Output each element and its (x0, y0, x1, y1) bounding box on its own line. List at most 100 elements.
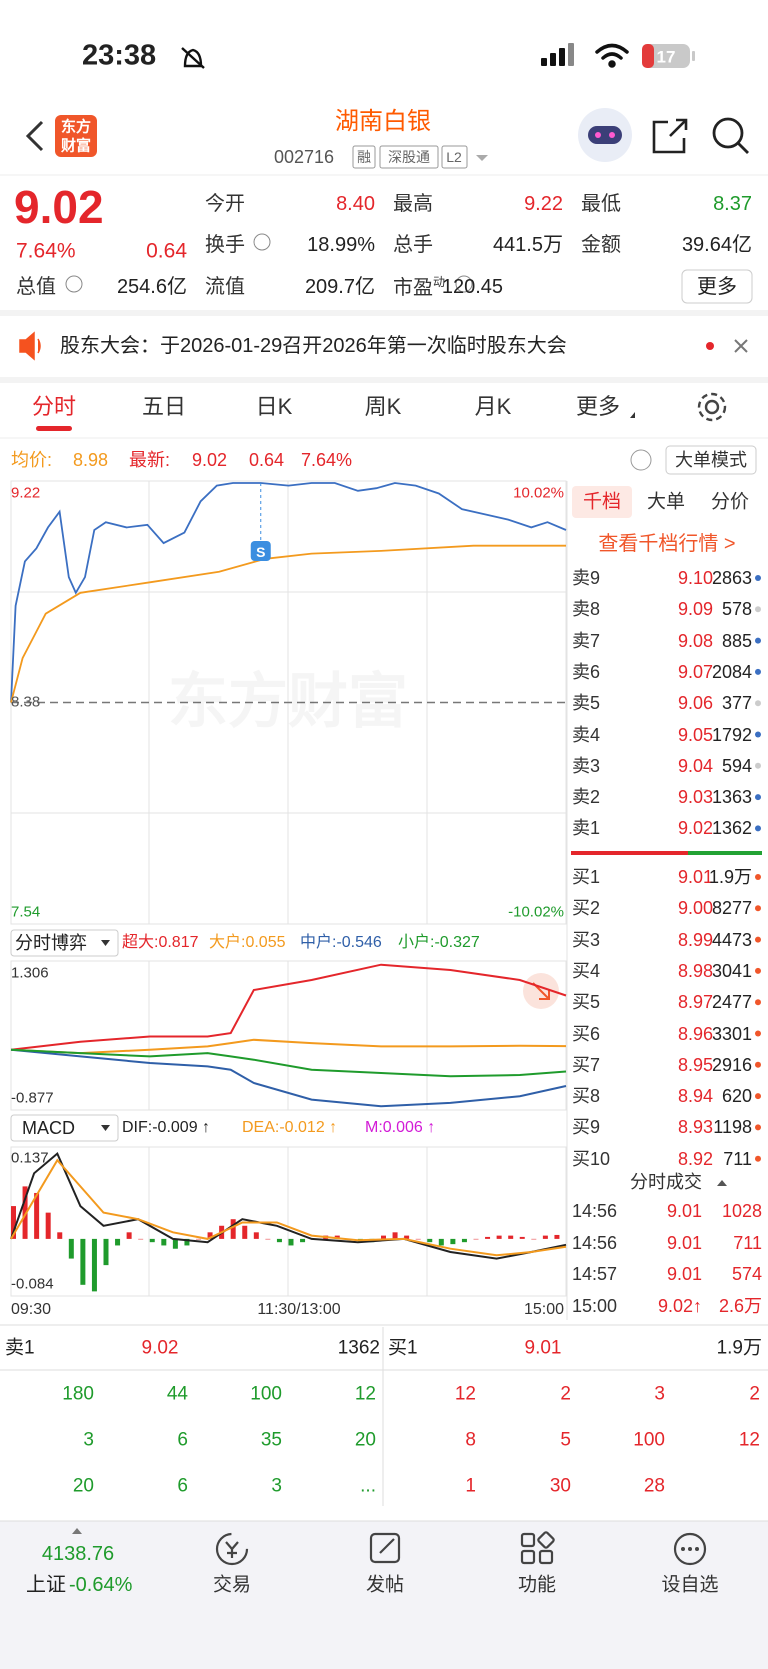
index-change: -0.64% (69, 1574, 133, 1596)
selector-label[interactable]: MACD (22, 1118, 75, 1138)
macd-bar (415, 1238, 421, 1240)
close-button[interactable] (734, 339, 748, 353)
ask-volume: 578 (721, 599, 752, 620)
dot (755, 762, 761, 769)
nav-item[interactable]: 设自选 (661, 1574, 719, 1596)
stat-value: 209.7亿 (304, 276, 375, 298)
legend: 超大:0.817 (122, 934, 199, 951)
bell-muted (181, 47, 205, 69)
bid-level: 买6 (572, 1023, 601, 1044)
search-button[interactable] (712, 117, 749, 154)
bid-volume: 2916 (711, 1054, 752, 1075)
marker-label: S (256, 544, 266, 560)
queue-volume: 1.9万 (716, 1337, 762, 1359)
avatar-eye (609, 132, 615, 138)
bid-price: 8.95 (677, 1054, 713, 1075)
tab[interactable]: 分时 (31, 394, 77, 419)
bid-level: 买1 (572, 867, 601, 887)
marker (250, 541, 271, 561)
info-avg: 8.98 (73, 450, 109, 470)
logo-text: 东方 (60, 118, 92, 136)
depth-tab[interactable]: 大单 (646, 491, 686, 513)
bid-level: 买4 (572, 960, 601, 981)
flow-line (10, 1048, 567, 1108)
tab[interactable]: 周K (364, 394, 402, 419)
bid-ratio (688, 851, 762, 855)
macd-bar (496, 1235, 502, 1239)
info-change: 0.64 (249, 450, 285, 470)
stat-label: 最低 (581, 193, 621, 215)
macd-bar (473, 1238, 479, 1240)
nav-item[interactable]: 交易 (212, 1574, 252, 1596)
trade-volume: 711 (733, 1232, 762, 1253)
depth-tab[interactable]: 千档 (582, 491, 622, 513)
more-button[interactable]: 更多 (697, 276, 737, 298)
share-button[interactable] (652, 118, 688, 154)
macd-bar (115, 1238, 121, 1246)
tab[interactable]: 月K (474, 394, 512, 419)
bid-level: 买2 (572, 898, 601, 919)
legend: DIF:-0.009 ↑ (122, 1119, 211, 1136)
tab[interactable]: 更多 (575, 394, 621, 419)
x-label: 09:30 (11, 1301, 52, 1318)
stat-value: 441.5万 (492, 234, 563, 256)
selector[interactable] (10, 1114, 119, 1142)
selector-label[interactable]: 分时博弈 (15, 933, 87, 953)
ask-price: 9.07 (677, 661, 713, 682)
big-order-button[interactable] (665, 445, 757, 475)
info-icon[interactable] (65, 233, 473, 293)
wifi (595, 43, 629, 68)
macd-bar (80, 1238, 86, 1285)
legend: 小户:-0.327 (398, 934, 480, 951)
macd-bar (196, 1238, 201, 1240)
bid-volume: 711 (723, 1148, 752, 1169)
ask-price: 9.10 (677, 568, 713, 588)
index-name: 上证 (26, 1574, 66, 1596)
logo-text: 财富 (60, 137, 92, 155)
trade-time: 14:56 (572, 1201, 618, 1221)
axis-label: 9.22 (11, 484, 41, 502)
settings-button[interactable] (697, 392, 727, 422)
bid-price: 8.97 (677, 992, 713, 1013)
ask-order: 20 (354, 1429, 376, 1451)
stat-sup: 动 (433, 275, 446, 290)
help-icon[interactable] (630, 449, 652, 471)
trade-price: 9.02↑ (657, 1295, 702, 1316)
stat-label: 总值 (16, 276, 56, 298)
ask-order: ... (360, 1475, 376, 1497)
legend: M:0.006 ↑ (365, 1119, 436, 1136)
macd-bar (230, 1219, 236, 1239)
bid-order: 8 (465, 1429, 476, 1451)
nav-item[interactable]: 发帖 (365, 1574, 405, 1596)
tab[interactable]: 日K (255, 394, 293, 419)
selector[interactable] (10, 929, 119, 957)
tag: L2 (446, 149, 462, 165)
queue-level: 买1 (388, 1337, 418, 1359)
depth-tab[interactable]: 分价 (710, 491, 750, 513)
big-order-button[interactable]: 大单模式 (675, 450, 747, 470)
ask-price: 9.06 (677, 693, 713, 714)
bid-price: 8.96 (677, 1023, 713, 1044)
tab[interactable]: 五日 (141, 394, 187, 419)
macd-bar (381, 1235, 386, 1239)
bid-level: 买5 (572, 992, 601, 1013)
dot (755, 967, 761, 974)
dot (755, 999, 761, 1006)
depth-link[interactable]: 查看千档行情 > (598, 533, 736, 555)
macd-bar (45, 1212, 51, 1239)
dropdown[interactable] (476, 155, 488, 161)
nav-icons[interactable] (215, 1531, 707, 1566)
more-button[interactable] (681, 269, 753, 304)
bid-order: 1 (465, 1475, 476, 1497)
ask-level: 卖7 (572, 630, 601, 651)
x-label: 15:00 (523, 1301, 564, 1318)
axis-label: 1.306 (11, 964, 49, 982)
nav-item[interactable]: 功能 (517, 1574, 557, 1596)
back-button[interactable] (25, 120, 44, 152)
info-last-label: 最新: (129, 450, 171, 470)
macd-bar (300, 1238, 306, 1243)
more-triangle (630, 412, 635, 418)
trade-price: 9.01 (666, 1201, 702, 1221)
bid-volume: 1.9万 (708, 867, 752, 887)
